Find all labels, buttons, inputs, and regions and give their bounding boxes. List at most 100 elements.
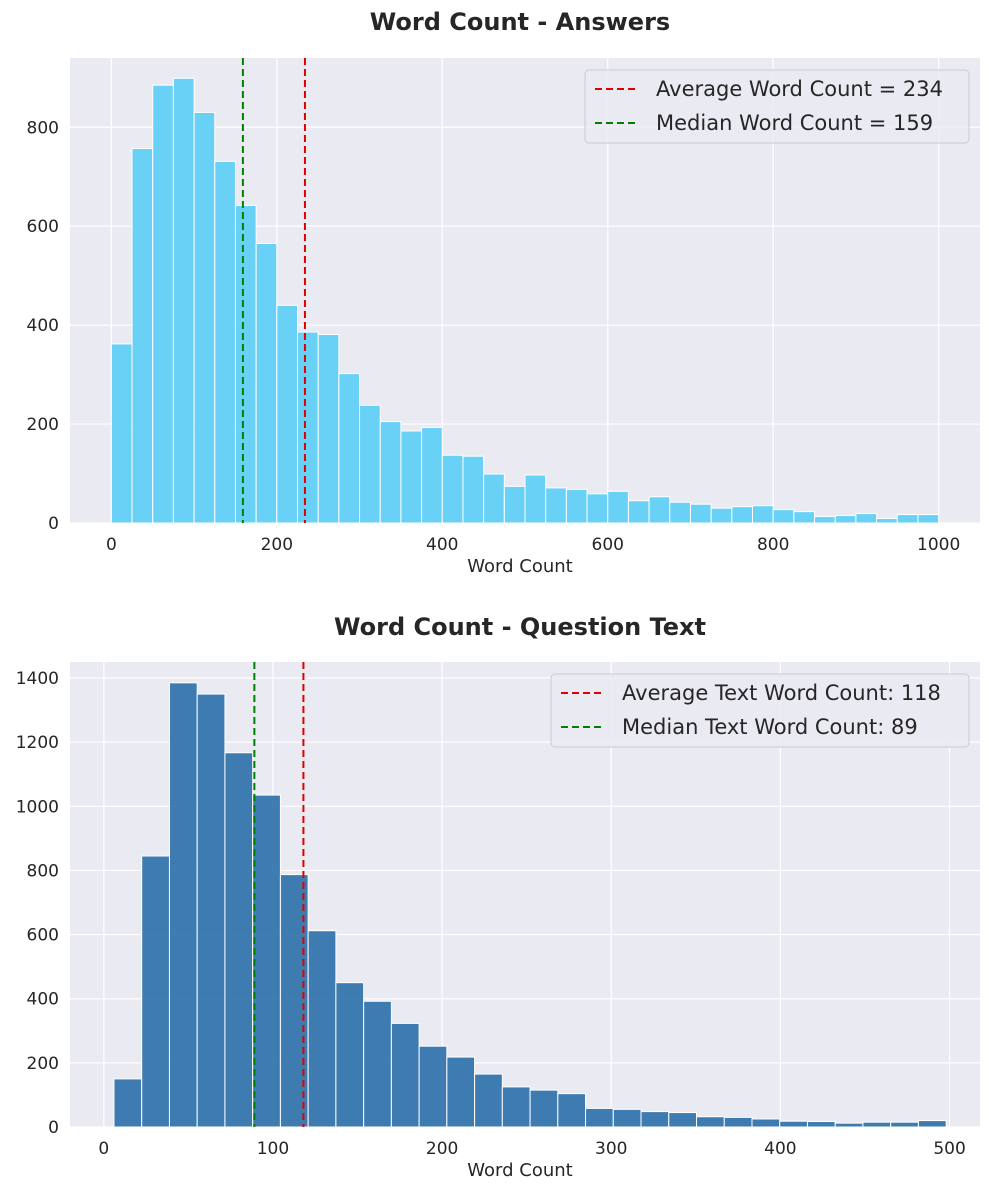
histogram-bar <box>689 503 712 524</box>
histogram-bar <box>196 693 226 1128</box>
histogram-bar <box>607 490 629 524</box>
x-tick-label: 500 <box>933 1139 965 1159</box>
x-axis-label: Word Count <box>467 556 572 577</box>
histogram-bar <box>917 1120 947 1128</box>
y-tick-label: 1200 <box>16 733 59 753</box>
histogram-bar <box>876 518 898 524</box>
y-tick-label: 0 <box>48 514 59 534</box>
histogram-bar <box>723 1116 753 1128</box>
histogram-bar <box>446 1056 476 1128</box>
histogram-bar <box>359 404 381 524</box>
histogram-bar <box>668 1112 698 1128</box>
histogram-bar <box>545 487 567 524</box>
histogram-bar <box>640 1111 670 1128</box>
histogram-bar <box>474 1073 503 1128</box>
histogram-bar <box>806 1121 836 1128</box>
y-tick-label: 1000 <box>16 797 59 817</box>
histogram-bar <box>696 1116 725 1128</box>
histogram-bar <box>462 455 485 524</box>
x-tick-label: 0 <box>98 1139 109 1159</box>
x-tick-label: 400 <box>764 1139 796 1159</box>
chart-1: 0 200 400 600 800 1000 0 200 400 600 800 Word Count… <box>27 8 980 577</box>
legend: Average Text Word Count: 118 Median Text … <box>550 673 970 748</box>
legend-box <box>584 69 970 144</box>
x-tick-label: 200 <box>261 535 293 555</box>
legend-entry: Median Text Word Count: 89 <box>622 715 918 739</box>
x-tick-label: 100 <box>257 1139 289 1159</box>
x-tick-label: 200 <box>426 1139 458 1159</box>
histogram-bar <box>113 1078 143 1128</box>
histogram-bar <box>297 331 319 524</box>
legend-entry: Average Word Count = 234 <box>656 77 943 101</box>
histogram-bar <box>224 752 254 1128</box>
histogram-bar <box>586 493 609 524</box>
histogram-bar <box>421 427 443 524</box>
histogram-bar <box>834 1122 864 1128</box>
legend-entry: Median Word Count = 159 <box>656 111 933 135</box>
histogram-bar <box>317 334 340 524</box>
histogram-bar <box>276 304 298 524</box>
histogram-bar <box>565 488 588 524</box>
histogram-bar <box>234 204 257 524</box>
chart-title: Word Count - Question Text <box>334 613 706 641</box>
histogram-bar <box>917 514 940 524</box>
histogram-bar <box>363 1000 392 1128</box>
histogram-bar <box>862 1121 892 1128</box>
histogram-bar <box>172 77 195 524</box>
histogram-bar <box>255 243 278 524</box>
histogram-bar <box>669 501 691 524</box>
histogram-bar <box>279 874 309 1128</box>
x-tick-label: 0 <box>106 535 117 555</box>
x-tick-label: 1000 <box>917 535 960 555</box>
y-tick-label: 600 <box>27 926 59 946</box>
histogram-bar <box>627 500 650 524</box>
histogram-bar <box>418 1045 448 1128</box>
histogram-bar <box>710 507 733 524</box>
histogram-bar <box>503 485 526 524</box>
y-tick-label: 400 <box>27 990 59 1010</box>
histogram-bar <box>110 343 133 524</box>
y-tick-label: 200 <box>27 415 59 435</box>
chart-2: 0 100 200 300 400 500 0 200 400 600 800 1000 1200 140… <box>16 613 980 1181</box>
x-tick-label: 600 <box>592 535 624 555</box>
histogram-bar <box>400 430 423 524</box>
histogram-bar <box>193 111 216 524</box>
histogram-bar <box>441 454 464 524</box>
histogram-bar <box>501 1086 531 1128</box>
y-tick-label: 800 <box>27 861 59 881</box>
histogram-bar <box>793 511 816 524</box>
histogram-bar <box>896 514 919 524</box>
legend: Average Word Count = 234 Median Word Coun… <box>584 69 970 144</box>
histogram-bar <box>648 496 671 524</box>
histogram-bar <box>379 421 402 524</box>
histogram-bar <box>483 473 505 524</box>
histogram-bar <box>731 506 753 524</box>
y-tick-label: 0 <box>48 1118 59 1138</box>
histogram-bar <box>141 855 170 1128</box>
histogram-bar <box>557 1093 587 1128</box>
legend-box <box>550 673 970 748</box>
histogram-bar <box>814 516 836 524</box>
y-tick-label: 1400 <box>16 669 59 689</box>
x-tick-label: 800 <box>757 535 789 555</box>
y-tick-label: 200 <box>27 1054 59 1074</box>
y-tick-label: 800 <box>27 118 59 138</box>
histogram-bar <box>751 1118 781 1128</box>
histogram-bar <box>834 515 857 524</box>
x-tick-label: 400 <box>426 535 458 555</box>
y-tick-label: 400 <box>27 316 59 336</box>
histogram-bar <box>524 474 547 524</box>
chart-title: Word Count - Answers <box>370 8 670 36</box>
histogram-bar <box>131 148 154 524</box>
histogram-bar <box>335 982 365 1128</box>
histogram-bar <box>338 373 361 524</box>
histogram-bar <box>307 930 337 1128</box>
histogram-bar <box>772 509 795 524</box>
histogram-bar <box>390 1022 420 1128</box>
histogram-bar <box>779 1120 808 1128</box>
histogram-bar <box>168 682 198 1128</box>
legend-entry: Average Text Word Count: 118 <box>622 681 941 705</box>
histogram-bar <box>855 513 878 524</box>
histogram-bar <box>214 160 236 524</box>
